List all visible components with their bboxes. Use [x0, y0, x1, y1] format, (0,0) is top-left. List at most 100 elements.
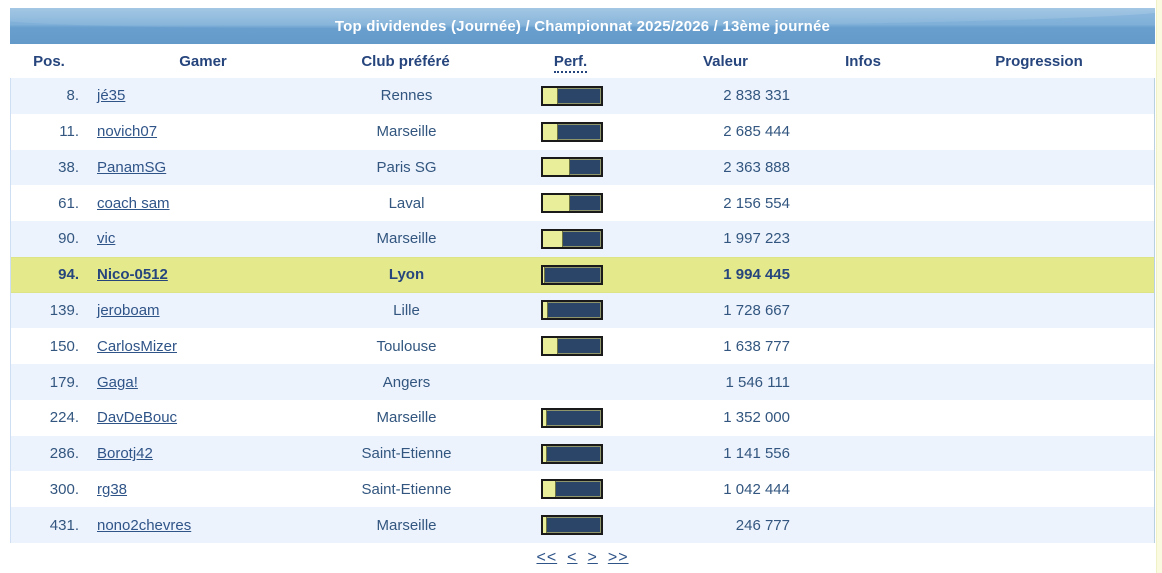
pos-cell: 179.	[49, 373, 79, 391]
page-last-link[interactable]: >>	[607, 548, 629, 566]
perf-bar	[540, 121, 603, 142]
page-next-link[interactable]: >	[587, 548, 598, 566]
gamer-link[interactable]: CarlosMizer	[97, 337, 178, 355]
gamer-cell: Gaga!	[89, 374, 319, 391]
perf-bar-fill	[542, 230, 564, 247]
column-header-club: Club préféré	[318, 53, 493, 70]
perf-bar-fill	[542, 445, 548, 462]
gamer-link[interactable]: rg38	[97, 480, 128, 498]
club-cell: Saint-Etienne	[361, 445, 452, 463]
pos-cell: 224.	[49, 409, 79, 427]
perf-cell	[494, 336, 649, 357]
valeur-cell: 1 728 667	[723, 301, 790, 319]
club-cell: Angers	[382, 373, 431, 391]
perf-cell	[494, 193, 649, 214]
column-header-perf[interactable]: Perf.	[493, 52, 648, 73]
club-cell: Lille	[393, 301, 420, 319]
valeur-cell: 2 363 888	[723, 158, 790, 176]
perf-bar	[540, 407, 603, 428]
column-header-gamer: Gamer	[88, 53, 318, 70]
perf-bar	[540, 85, 603, 106]
perf-bar-fill	[542, 302, 549, 319]
valeur-cell: 1 141 556	[723, 445, 790, 463]
valeur-cell: 1 546 111	[725, 373, 790, 391]
column-header-label: Pos.	[33, 52, 65, 70]
perf-cell	[494, 85, 649, 106]
table-row: 94. Nico-0512 Lyon 1 994 445	[11, 256, 1154, 293]
valeur-cell: 1 042 444	[723, 480, 790, 498]
perf-bar	[540, 443, 603, 464]
club-cell: Marseille	[376, 123, 437, 141]
perf-bar	[540, 193, 603, 214]
title-bar: Top dividendes (Journée) / Championnat 2…	[10, 8, 1155, 44]
pos-cell: 11.	[59, 123, 79, 141]
gamer-cell: coach sam	[89, 195, 319, 212]
valeur-cell: 1 994 445	[723, 266, 790, 284]
club-cell: Laval	[388, 194, 425, 212]
table-row: 61. coach sam Laval 2 156 554	[11, 185, 1154, 222]
club-cell: Paris SG	[376, 158, 437, 176]
table-row: 38. PanamSG Paris SG 2 363 888	[11, 149, 1154, 186]
perf-bar-fill	[542, 481, 557, 498]
table-row: 11. novich07 Marseille 2 685 444	[11, 113, 1154, 150]
pos-cell: 8.	[66, 87, 79, 105]
pos-cell: 61.	[58, 194, 79, 212]
perf-bar	[540, 228, 603, 249]
perf-bar-fill	[542, 517, 548, 534]
perf-cell	[494, 121, 649, 142]
column-header-label: Club préféré	[361, 52, 450, 70]
gamer-cell: jé35	[89, 87, 319, 104]
column-header-valeur: Valeur	[648, 53, 803, 70]
table-row: 286. Borotj42 Saint-Etienne 1 141 556	[11, 435, 1154, 472]
valeur-cell: 2 156 554	[723, 194, 790, 212]
table-row: 90. vic Marseille 1 997 223	[11, 221, 1154, 257]
perf-bar-fill	[542, 87, 559, 104]
table-row: 431. nono2chevres Marseille 246 777	[11, 507, 1154, 543]
column-header-pos: Pos.	[10, 53, 88, 70]
perf-cell	[494, 443, 649, 464]
column-header-progression: Progression	[923, 53, 1155, 70]
club-cell: Rennes	[380, 87, 433, 105]
perf-bar-fill	[542, 409, 548, 426]
valeur-cell: 1 352 000	[723, 409, 790, 427]
club-cell: Saint-Etienne	[361, 480, 452, 498]
table-row: 139. jeroboam Lille 1 728 667	[11, 292, 1154, 329]
gamer-link[interactable]: jé35	[97, 87, 126, 105]
valeur-cell: 1 638 777	[723, 337, 790, 355]
gamer-cell: CarlosMizer	[89, 338, 319, 355]
gamer-cell: Borotj42	[89, 445, 319, 462]
valeur-cell: 2 685 444	[723, 123, 790, 141]
column-header-infos: Infos	[803, 53, 923, 70]
gamer-cell: nono2chevres	[89, 517, 319, 534]
column-header-label: Progression	[995, 52, 1083, 70]
perf-bar	[540, 264, 603, 285]
perf-bar	[540, 300, 603, 321]
gamer-link[interactable]: coach sam	[97, 194, 170, 212]
gamer-link[interactable]: PanamSG	[97, 158, 167, 176]
gamer-link[interactable]: novich07	[97, 123, 158, 141]
club-cell: Lyon	[388, 266, 425, 284]
pos-cell: 90.	[58, 230, 79, 248]
gamer-cell: jeroboam	[89, 302, 319, 319]
gamer-link[interactable]: Nico-0512	[97, 266, 168, 284]
club-cell: Marseille	[376, 230, 437, 248]
gamer-link[interactable]: Borotj42	[97, 445, 153, 463]
gamer-link[interactable]: Gaga!	[97, 373, 138, 391]
gamer-cell: vic	[89, 230, 319, 247]
page-first-link[interactable]: <<	[536, 548, 558, 566]
column-header-label[interactable]: Perf.	[553, 52, 588, 73]
gamer-link[interactable]: vic	[97, 230, 116, 248]
pagination: << < > >>	[10, 549, 1155, 571]
pos-cell: 300.	[49, 480, 79, 498]
pos-cell: 38.	[58, 158, 79, 176]
page-prev-link[interactable]: <	[567, 548, 578, 566]
club-cell: Marseille	[376, 516, 437, 534]
valeur-cell: 246 777	[735, 516, 790, 534]
gamer-link[interactable]: jeroboam	[97, 301, 160, 319]
table-row: 150. CarlosMizer Toulouse 1 638 777	[11, 328, 1154, 365]
gamer-link[interactable]: nono2chevres	[97, 516, 192, 534]
gamer-link[interactable]: DavDeBouc	[97, 409, 178, 427]
perf-cell	[494, 228, 649, 249]
perf-cell	[494, 407, 649, 428]
table-row: 8. jé35 Rennes 2 838 331	[11, 78, 1154, 114]
